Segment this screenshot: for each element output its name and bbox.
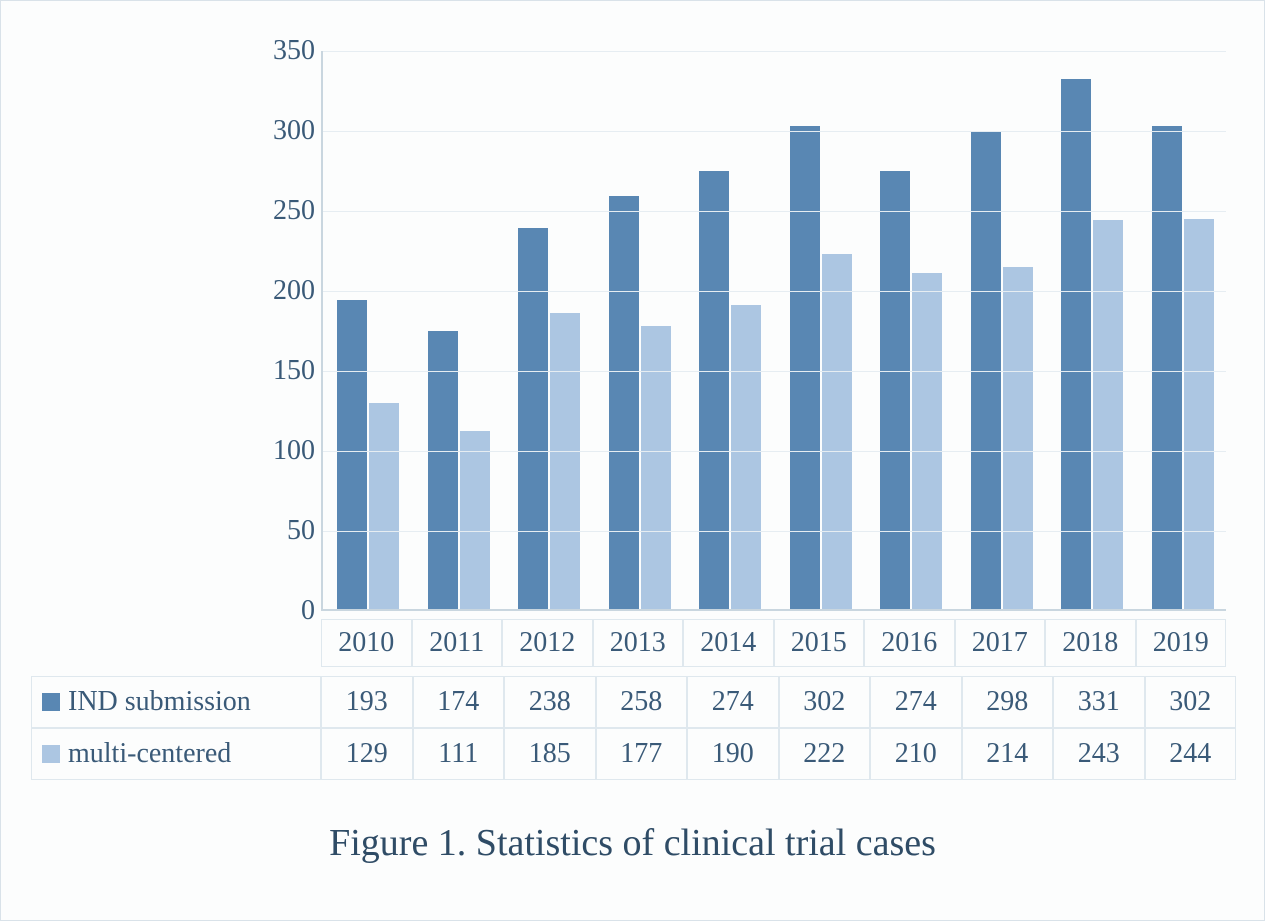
series-label: multi-centered	[31, 728, 321, 780]
table-row: multi-centered12911118517719022221021424…	[31, 728, 1236, 780]
table-cell: 214	[962, 728, 1054, 780]
gridline	[323, 51, 1226, 52]
x-category-label: 2011	[412, 619, 503, 667]
y-tick-label: 250	[273, 195, 315, 227]
y-tick-label: 200	[273, 275, 315, 307]
bar	[518, 228, 548, 609]
bar	[369, 403, 399, 609]
gridline	[323, 531, 1226, 532]
table-row: IND submission19317423825827430227429833…	[31, 676, 1236, 728]
gridline	[323, 371, 1226, 372]
table-cell: 258	[596, 676, 688, 728]
x-category-label: 2010	[321, 619, 412, 667]
bar	[699, 171, 729, 609]
legend-swatch	[42, 745, 60, 763]
x-category-label: 2019	[1136, 619, 1227, 667]
table-cell: 238	[504, 676, 596, 728]
series-name: multi-centered	[68, 738, 231, 770]
table-cell: 193	[321, 676, 413, 728]
bar	[880, 171, 910, 609]
y-tick-label: 150	[273, 355, 315, 387]
y-tick-label: 100	[273, 435, 315, 467]
table-cell: 190	[687, 728, 779, 780]
plot-area	[321, 51, 1226, 611]
table-cell: 210	[870, 728, 962, 780]
bar	[731, 305, 761, 609]
table-cell: 331	[1053, 676, 1145, 728]
figure-caption: Figure 1. Statistics of clinical trial c…	[1, 821, 1264, 865]
gridline	[323, 451, 1226, 452]
x-category-label: 2012	[502, 619, 593, 667]
table-cell: 243	[1053, 728, 1145, 780]
bar	[609, 196, 639, 609]
y-tick-label: 0	[301, 595, 315, 627]
table-cell: 185	[504, 728, 596, 780]
bar-chart: 050100150200250300350 201020112012201320…	[41, 51, 1226, 681]
bar	[641, 326, 671, 609]
table-cell: 298	[962, 676, 1054, 728]
table-cell: 177	[596, 728, 688, 780]
bar	[460, 431, 490, 609]
x-category-label: 2017	[955, 619, 1046, 667]
x-category-label: 2016	[864, 619, 955, 667]
x-category-label: 2015	[774, 619, 865, 667]
bar	[550, 313, 580, 609]
x-category-label: 2018	[1045, 619, 1136, 667]
x-category-label: 2014	[683, 619, 774, 667]
bars-layer	[323, 51, 1226, 609]
gridline	[323, 211, 1226, 212]
table-cell: 302	[779, 676, 871, 728]
gridline	[323, 131, 1226, 132]
bar	[1003, 267, 1033, 609]
table-cell: 302	[1145, 676, 1237, 728]
bar	[428, 331, 458, 609]
table-cell: 274	[870, 676, 962, 728]
y-tick-label: 300	[273, 115, 315, 147]
legend-swatch	[42, 693, 60, 711]
series-label: IND submission	[31, 676, 321, 728]
table-cell: 222	[779, 728, 871, 780]
series-name: IND submission	[68, 686, 251, 718]
y-tick-label: 50	[287, 515, 315, 547]
bar	[1152, 126, 1182, 609]
x-axis-categories: 2010201120122013201420152016201720182019	[321, 619, 1226, 671]
bar	[790, 126, 820, 609]
table-cell: 244	[1145, 728, 1237, 780]
bar	[1184, 219, 1214, 609]
bar	[912, 273, 942, 609]
bar	[822, 254, 852, 609]
table-cell: 274	[687, 676, 779, 728]
bar	[1061, 79, 1091, 609]
x-category-label: 2013	[593, 619, 684, 667]
data-table: IND submission19317423825827430227429833…	[31, 676, 1236, 780]
bar	[1093, 220, 1123, 609]
table-cell: 129	[321, 728, 413, 780]
chart-container: 050100150200250300350 201020112012201320…	[0, 0, 1265, 921]
table-cell: 111	[413, 728, 505, 780]
y-tick-label: 350	[273, 35, 315, 67]
bar	[337, 300, 367, 609]
table-cell: 174	[413, 676, 505, 728]
gridline	[323, 291, 1226, 292]
y-axis: 050100150200250300350	[41, 51, 321, 611]
